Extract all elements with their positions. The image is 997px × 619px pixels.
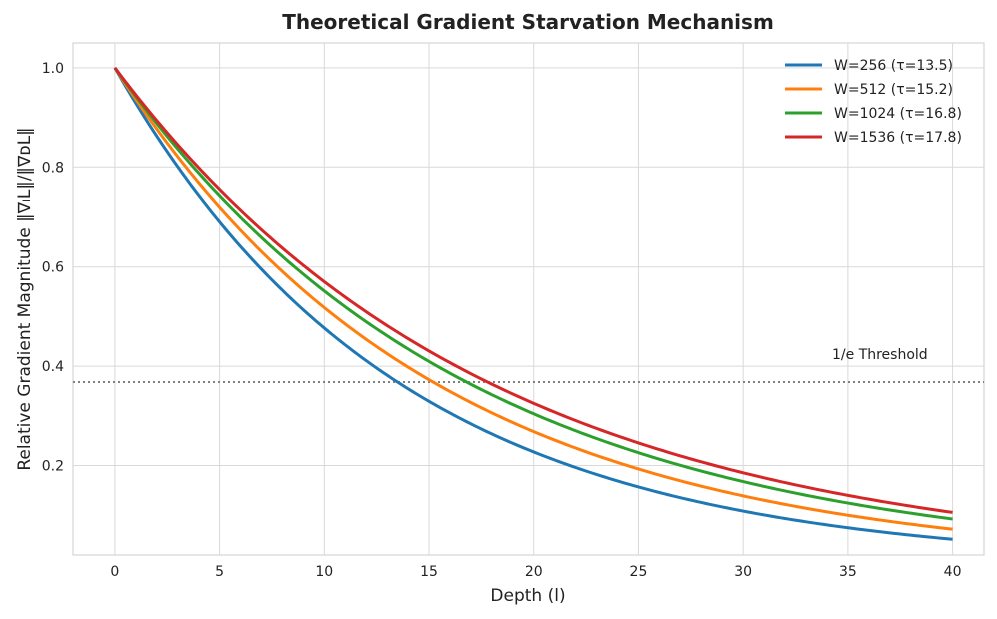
series-line-2: [113, 66, 953, 521]
y-tick-label-4: 1.0: [42, 61, 64, 77]
series-line-0: [113, 67, 953, 541]
x-tick-label-8: 40: [944, 564, 962, 580]
threshold-label: 1/e Threshold: [832, 347, 928, 363]
plot-area: [72, 42, 985, 556]
y-tick-labels: 0.2 0.4 0.6 0.8 1.0: [42, 61, 64, 475]
x-tick-label-3: 15: [420, 564, 438, 580]
y-tick-label-2: 0.6: [42, 260, 64, 276]
chart-title: Theoretical Gradient Starvation Mechanis…: [282, 10, 774, 34]
legend: W=256 (τ=13.5) W=512 (τ=15.2) W=1024 (τ=16…: [785, 58, 962, 146]
x-tick-label-0: 0: [110, 564, 119, 580]
y-axis-label: Relative Gradient Magnitude ‖∇ₗL‖/‖∇ᴅL‖: [15, 127, 35, 470]
x-tick-label-6: 30: [734, 564, 752, 580]
y-tick-label-3: 0.8: [42, 160, 64, 176]
series-line-1: [113, 67, 953, 531]
y-tick-label-0: 0.2: [42, 459, 64, 475]
series-line-3: [113, 66, 953, 514]
y-tick-label-1: 0.4: [42, 359, 64, 375]
series-lines: [113, 66, 953, 541]
x-axis-label: Depth (l): [490, 586, 565, 606]
legend-label-3: W=1536 (τ=17.8): [834, 130, 962, 146]
x-tick-label-1: 5: [215, 564, 224, 580]
legend-label-0: W=256 (τ=13.5): [834, 58, 953, 74]
legend-label-2: W=1024 (τ=16.8): [834, 106, 962, 122]
y-grid: [73, 67, 984, 467]
x-tick-label-7: 35: [839, 564, 857, 580]
x-tick-label-2: 10: [315, 564, 333, 580]
legend-label-1: W=512 (τ=15.2): [834, 82, 953, 98]
x-tick-label-4: 20: [525, 564, 543, 580]
x-tick-labels: 0 5 10 15 20 25 30 35 40: [110, 564, 961, 580]
x-tick-label-5: 25: [630, 564, 648, 580]
